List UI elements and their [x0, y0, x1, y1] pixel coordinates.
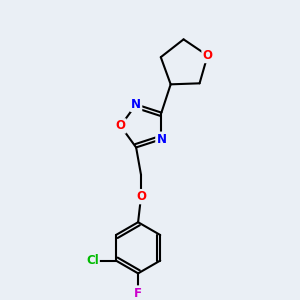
- Text: F: F: [134, 286, 142, 299]
- Text: N: N: [156, 133, 167, 146]
- Text: O: O: [116, 119, 125, 132]
- Text: N: N: [131, 98, 141, 111]
- Text: O: O: [136, 190, 146, 203]
- Text: Cl: Cl: [86, 254, 99, 267]
- Text: O: O: [202, 49, 212, 62]
